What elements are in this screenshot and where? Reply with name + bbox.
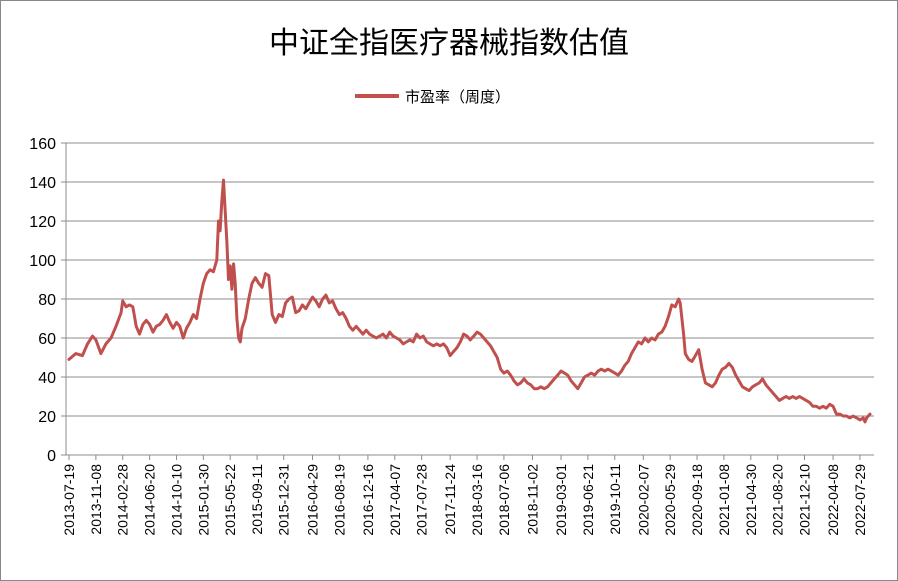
x-tick-label: 2021-08-20 — [770, 464, 786, 536]
y-tick-label: 120 — [29, 214, 56, 231]
x-tick-label: 2018-07-06 — [496, 464, 512, 536]
x-tick-label: 2014-10-10 — [168, 464, 184, 536]
x-tick-label: 2014-06-20 — [142, 464, 158, 536]
y-tick-label: 40 — [38, 370, 56, 387]
x-tick-label: 2016-12-16 — [360, 464, 376, 536]
legend: 市盈率（周度） — [355, 86, 510, 106]
x-tick-label: 2015-01-30 — [195, 464, 211, 536]
x-tick-label: 2019-06-21 — [580, 464, 596, 536]
x-tick-label: 2020-02-07 — [635, 464, 651, 536]
x-axis-ticks: 2013-07-19 2013-11-08 2014-02-28 2014-06-20… — [61, 455, 868, 536]
series-line-pe — [67, 178, 872, 424]
y-tick-label: 20 — [38, 409, 56, 426]
y-tick-label: 140 — [29, 175, 56, 192]
x-tick-label: 2016-04-29 — [304, 464, 320, 536]
x-tick-label: 2013-07-19 — [61, 464, 77, 536]
y-tick-label: 60 — [38, 331, 56, 348]
x-tick-label: 2021-04-30 — [743, 464, 759, 536]
x-tick-label: 2017-07-28 — [414, 464, 430, 536]
chart-title: 中证全指医疗器械指数估值 — [269, 26, 629, 61]
x-tick-label: 2015-12-31 — [276, 464, 292, 536]
x-tick-label: 2019-03-01 — [553, 464, 569, 536]
x-tick-label: 2019-10-11 — [607, 464, 623, 535]
x-tick-label: 2017-04-07 — [387, 464, 403, 536]
series-layer — [67, 178, 872, 424]
x-tick-label: 2014-02-28 — [115, 464, 131, 536]
x-tick-label: 2022-04-08 — [825, 464, 841, 536]
legend-swatch — [355, 94, 399, 98]
x-tick-label: 2020-09-18 — [689, 464, 705, 536]
x-tick-label: 2017-11-24 — [442, 464, 458, 535]
y-tick-label: 0 — [47, 448, 56, 465]
x-tick-label: 2020-05-29 — [662, 464, 678, 536]
legend-label: 市盈率（周度） — [405, 87, 511, 106]
x-tick-label: 2018-03-16 — [469, 464, 485, 536]
x-tick-label: 2018-11-02 — [524, 464, 540, 535]
x-tick-label: 2021-12-10 — [797, 464, 813, 536]
x-tick-label: 2015-09-11 — [249, 464, 265, 535]
y-axis-ticks: 0 20 40 60 80 100 120 140 160 — [29, 136, 66, 465]
y-tick-label: 160 — [29, 136, 56, 153]
gridlines — [66, 142, 874, 417]
x-tick-label: 2013-11-08 — [88, 464, 104, 535]
x-tick-label: 2021-01-08 — [716, 464, 732, 536]
x-tick-label: 2015-05-22 — [222, 464, 238, 536]
y-tick-label: 80 — [38, 292, 56, 309]
y-tick-label: 100 — [29, 253, 56, 270]
x-tick-label: 2016-08-19 — [331, 464, 347, 536]
x-tick-label: 2022-07-29 — [852, 464, 868, 536]
